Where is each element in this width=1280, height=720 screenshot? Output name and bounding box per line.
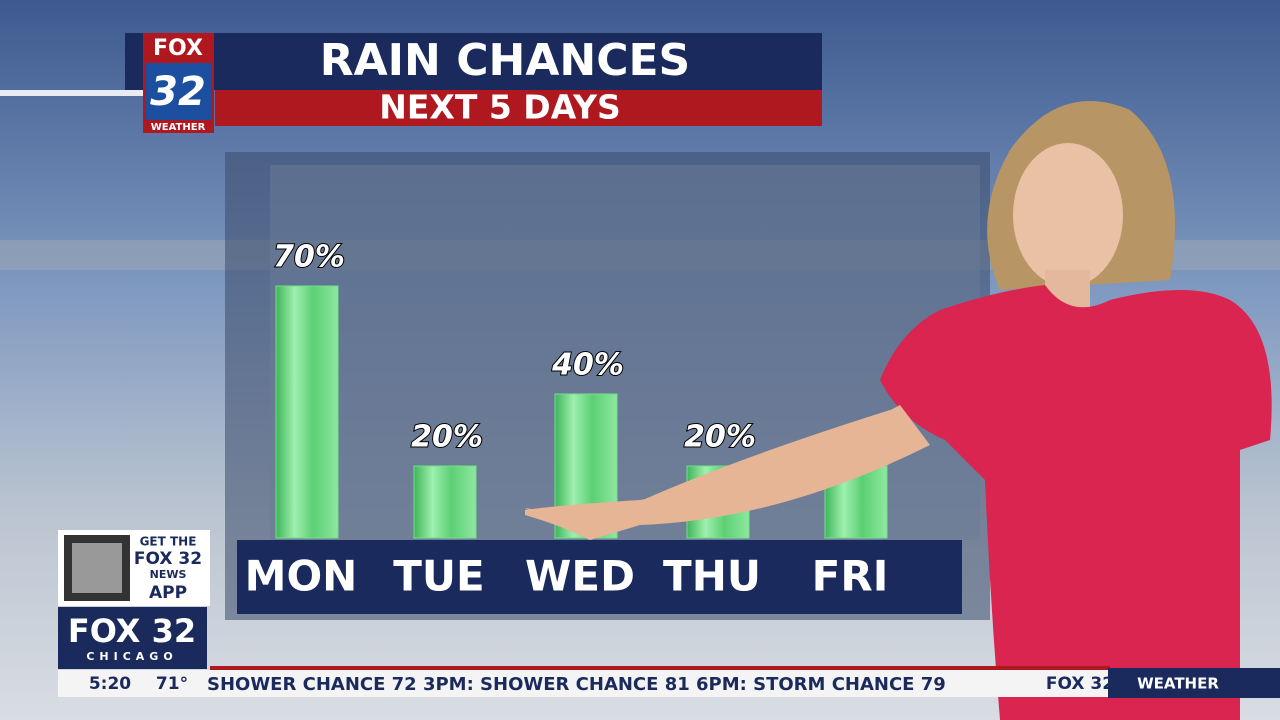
ticker-brand: FOX 32 — [1046, 674, 1114, 694]
app-line3: APP — [149, 583, 187, 603]
station-box — [58, 607, 207, 669]
presenter — [525, 101, 1272, 720]
data-label: 70% — [273, 240, 345, 275]
bar — [275, 285, 339, 539]
ticker — [58, 670, 1110, 697]
x-tick-label: FRI — [812, 552, 889, 601]
ticker-brand-box — [1055, 670, 1108, 697]
logo-label: WEATHER — [151, 122, 206, 133]
app-brand: FOX 32 — [134, 549, 202, 569]
data-label: 20% — [411, 420, 483, 455]
app-line1: GET THE — [140, 535, 197, 549]
ticker-section: WEATHER — [1137, 675, 1219, 693]
subtitle-bar — [215, 90, 822, 126]
data-label: 20% — [684, 420, 756, 455]
chart-subtitle: NEXT 5 DAYS — [379, 88, 621, 127]
title-bar — [125, 33, 822, 90]
logo-panel — [146, 63, 211, 120]
ticker-text: SHOWER CHANCE 72 3PM: SHOWER CHANCE 81 6… — [207, 674, 946, 695]
x-tick-label: TUE — [393, 552, 484, 601]
data-label: 40% — [551, 348, 624, 383]
logo-top: FOX — [153, 36, 203, 61]
ticker-time: 5:20 — [89, 674, 131, 694]
presenter-arm — [525, 405, 930, 540]
chart-title: RAIN CHANCES — [320, 35, 690, 86]
station-name: FOX 32 — [68, 612, 196, 650]
qr-code-pattern — [72, 543, 122, 593]
bars: 70% 20% 40% 20% — [272, 239, 888, 539]
ticker-section-box — [1108, 668, 1280, 698]
bar — [413, 465, 477, 539]
x-tick-label: MON — [245, 552, 358, 601]
title-rule — [0, 90, 145, 96]
ticker-temperature: 71° — [156, 674, 188, 694]
category-bar — [237, 540, 962, 614]
app-line2: NEWS — [150, 568, 187, 581]
station-city: CHICAGO — [86, 650, 177, 663]
x-tick-label: WED — [525, 552, 635, 601]
logo-number: 32 — [150, 69, 206, 115]
ticker-rule — [210, 666, 1110, 670]
x-tick-label: THU — [663, 552, 761, 601]
